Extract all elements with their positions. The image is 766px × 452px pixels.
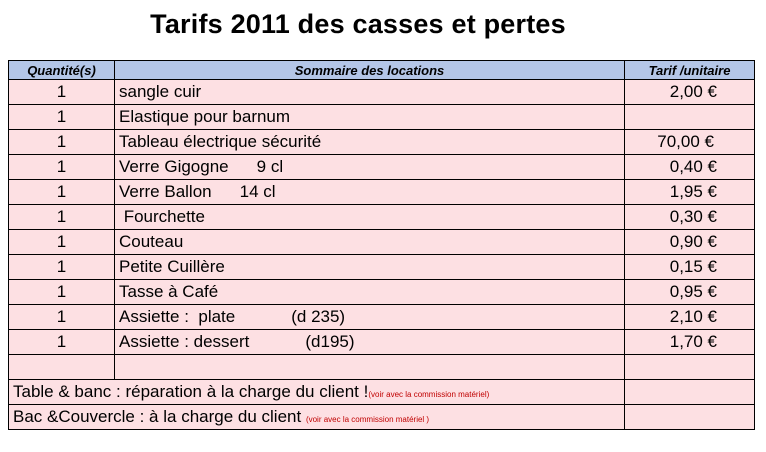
item-cell: Tasse à Café xyxy=(114,279,625,305)
item-label: sangle cuir xyxy=(119,82,202,101)
price-table: Quantité(s) Sommaire des locations Tarif… xyxy=(8,60,755,430)
item-cell: Verre Gigogne 9 cl xyxy=(114,154,625,180)
price-cell: 0,95 € xyxy=(624,279,755,305)
item-cell: Assiette : dessert (d195) xyxy=(114,329,625,355)
table-row: 1 Assiette : plate (d 235) 2,10 € xyxy=(8,304,755,330)
item-cell: Petite Cuillère xyxy=(114,254,625,280)
qty-cell: 1 xyxy=(8,129,115,155)
price-cell: 2,10 € xyxy=(624,304,755,330)
note-remark: (voir avec la commission matériel) xyxy=(368,390,490,399)
item-label: Assiette : plate xyxy=(119,307,236,326)
table-row: 1 Couteau 0,90 € xyxy=(8,229,755,255)
item-label: Verre Ballon xyxy=(119,182,212,201)
item-detail: 14 cl xyxy=(239,182,276,201)
qty-cell: 1 xyxy=(8,179,115,205)
qty-cell: 1 xyxy=(8,79,115,105)
empty-row xyxy=(8,354,755,380)
note-text: Table & banc : réparation à la charge du… xyxy=(13,382,369,401)
item-label: Verre Gigogne xyxy=(119,157,229,176)
note-text: Bac &Couvercle : à la charge du client xyxy=(13,407,306,426)
empty-cell xyxy=(624,379,755,405)
qty-cell: 1 xyxy=(8,279,115,305)
qty-cell: 1 xyxy=(8,154,115,180)
price-cell: 0,90 € xyxy=(624,229,755,255)
table-row: 1 Verre Gigogne 9 cl 0,40 € xyxy=(8,154,755,180)
item-detail: (d195) xyxy=(305,332,355,351)
qty-cell: 1 xyxy=(8,229,115,255)
price-cell: 0,15 € xyxy=(624,254,755,280)
note-remark: (voir avec la commission matériel ) xyxy=(305,415,430,424)
note-cell: Table & banc : réparation à la charge du… xyxy=(8,379,625,405)
item-cell: Fourchette xyxy=(114,204,625,230)
item-cell: Couteau xyxy=(114,229,625,255)
table-row: 1 Verre Ballon 14 cl 1,95 € xyxy=(8,179,755,205)
table-row: 1 sangle cuir 2,00 € xyxy=(8,79,755,105)
table-row: 1 Assiette : dessert (d195) 1,70 € xyxy=(8,329,755,355)
price-cell: 0,30 € xyxy=(624,204,755,230)
item-label: Tableau électrique sécurité xyxy=(119,132,322,151)
table-row: 1 Elastique pour barnum xyxy=(8,104,755,130)
item-label: Elastique pour barnum xyxy=(119,107,291,126)
item-cell: Assiette : plate (d 235) xyxy=(114,304,625,330)
empty-cell xyxy=(624,404,755,430)
qty-cell: 1 xyxy=(8,304,115,330)
empty-cell xyxy=(8,354,115,380)
price-cell: 1,70 € xyxy=(624,329,755,355)
empty-cell xyxy=(114,354,625,380)
note-cell: Bac &Couvercle : à la charge du client (… xyxy=(8,404,625,430)
item-label: Fourchette xyxy=(119,207,205,226)
page-title: Tarifs 2011 des casses et pertes xyxy=(150,9,566,39)
table-row: 1 Fourchette 0,30 € xyxy=(8,204,755,230)
table-row: 1 Petite Cuillère 0,15 € xyxy=(8,254,755,280)
item-cell: Elastique pour barnum xyxy=(114,104,625,130)
note-row: Table & banc : réparation à la charge du… xyxy=(8,379,755,405)
item-label: Assiette : dessert xyxy=(119,332,250,351)
item-cell: Verre Ballon 14 cl xyxy=(114,179,625,205)
price-cell: 2,00 € xyxy=(624,79,755,105)
price-cell: 70,00 € xyxy=(624,129,755,155)
price-cell: 1,95 € xyxy=(624,179,755,205)
item-cell: sangle cuir xyxy=(114,79,625,105)
table-row: 1 Tasse à Café 0,95 € xyxy=(8,279,755,305)
header-price: Tarif /unitaire xyxy=(624,60,755,80)
header-row: Quantité(s) Sommaire des locations Tarif… xyxy=(8,60,755,80)
item-detail: 9 cl xyxy=(256,157,284,176)
price-cell: 0,40 € xyxy=(624,154,755,180)
header-summary: Sommaire des locations xyxy=(114,60,625,80)
qty-cell: 1 xyxy=(8,329,115,355)
item-label: Tasse à Café xyxy=(119,282,219,301)
item-cell: Tableau électrique sécurité xyxy=(114,129,625,155)
qty-cell: 1 xyxy=(8,104,115,130)
empty-cell xyxy=(624,354,755,380)
qty-cell: 1 xyxy=(8,254,115,280)
note-row: Bac &Couvercle : à la charge du client (… xyxy=(8,404,755,430)
table-row: 1 Tableau électrique sécurité 70,00 € xyxy=(8,129,755,155)
item-label: Petite Cuillère xyxy=(119,257,225,276)
item-label: Couteau xyxy=(119,232,184,251)
header-qty: Quantité(s) xyxy=(8,60,115,80)
item-detail: (d 235) xyxy=(291,307,346,326)
qty-cell: 1 xyxy=(8,204,115,230)
price-cell xyxy=(624,104,755,130)
